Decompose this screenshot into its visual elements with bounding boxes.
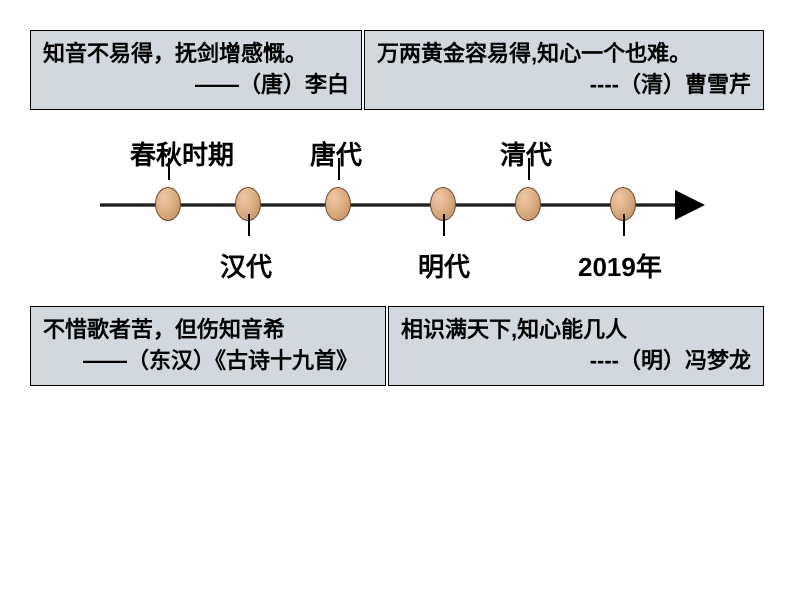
node-stem bbox=[623, 214, 625, 236]
quote-box-bottom-left: 不惜歌者苦，但伤知音希 ——（东汉）《古诗十九首》 bbox=[30, 306, 386, 386]
timeline-node-han bbox=[235, 187, 261, 221]
period-label-qing: 清代 bbox=[500, 135, 552, 172]
quote-box-top-left: 知音不易得，抚剑增感慨。 ——（唐）李白 bbox=[30, 30, 362, 110]
quote-attribution: ----（清）曹雪芹 bbox=[377, 70, 751, 101]
quote-text: 不惜歌者苦，但伤知音希 bbox=[43, 315, 373, 346]
node-stem bbox=[248, 214, 250, 236]
timeline: 春秋时期 汉代 唐代 明代 清代 2019年 bbox=[100, 195, 710, 215]
period-label-tang: 唐代 bbox=[310, 135, 362, 172]
quote-attribution: ——（唐）李白 bbox=[43, 70, 349, 101]
timeline-arrowhead bbox=[675, 190, 705, 220]
quote-text: 万两黄金容易得,知心一个也难。 bbox=[377, 39, 751, 70]
timeline-axis bbox=[100, 203, 680, 207]
quote-box-top-right: 万两黄金容易得,知心一个也难。 ----（清）曹雪芹 bbox=[364, 30, 764, 110]
period-label-han: 汉代 bbox=[220, 247, 272, 284]
node-stem bbox=[443, 214, 445, 236]
period-label-ming: 明代 bbox=[418, 247, 470, 284]
quote-text: 知音不易得，抚剑增感慨。 bbox=[43, 39, 349, 70]
quote-attribution: ——（东汉）《古诗十九首》 bbox=[43, 346, 373, 377]
timeline-node-2019 bbox=[610, 187, 636, 221]
timeline-node-tang bbox=[325, 187, 351, 221]
timeline-node-ming bbox=[430, 187, 456, 221]
quote-attribution: ----（明）冯梦龙 bbox=[401, 346, 751, 377]
timeline-node-chunqiu bbox=[155, 187, 181, 221]
period-label-chunqiu: 春秋时期 bbox=[130, 135, 234, 172]
quote-box-bottom-right: 相识满天下,知心能几人 ----（明）冯梦龙 bbox=[388, 306, 764, 386]
timeline-node-qing bbox=[515, 187, 541, 221]
quote-text: 相识满天下,知心能几人 bbox=[401, 315, 751, 346]
period-label-2019: 2019年 bbox=[578, 247, 662, 284]
